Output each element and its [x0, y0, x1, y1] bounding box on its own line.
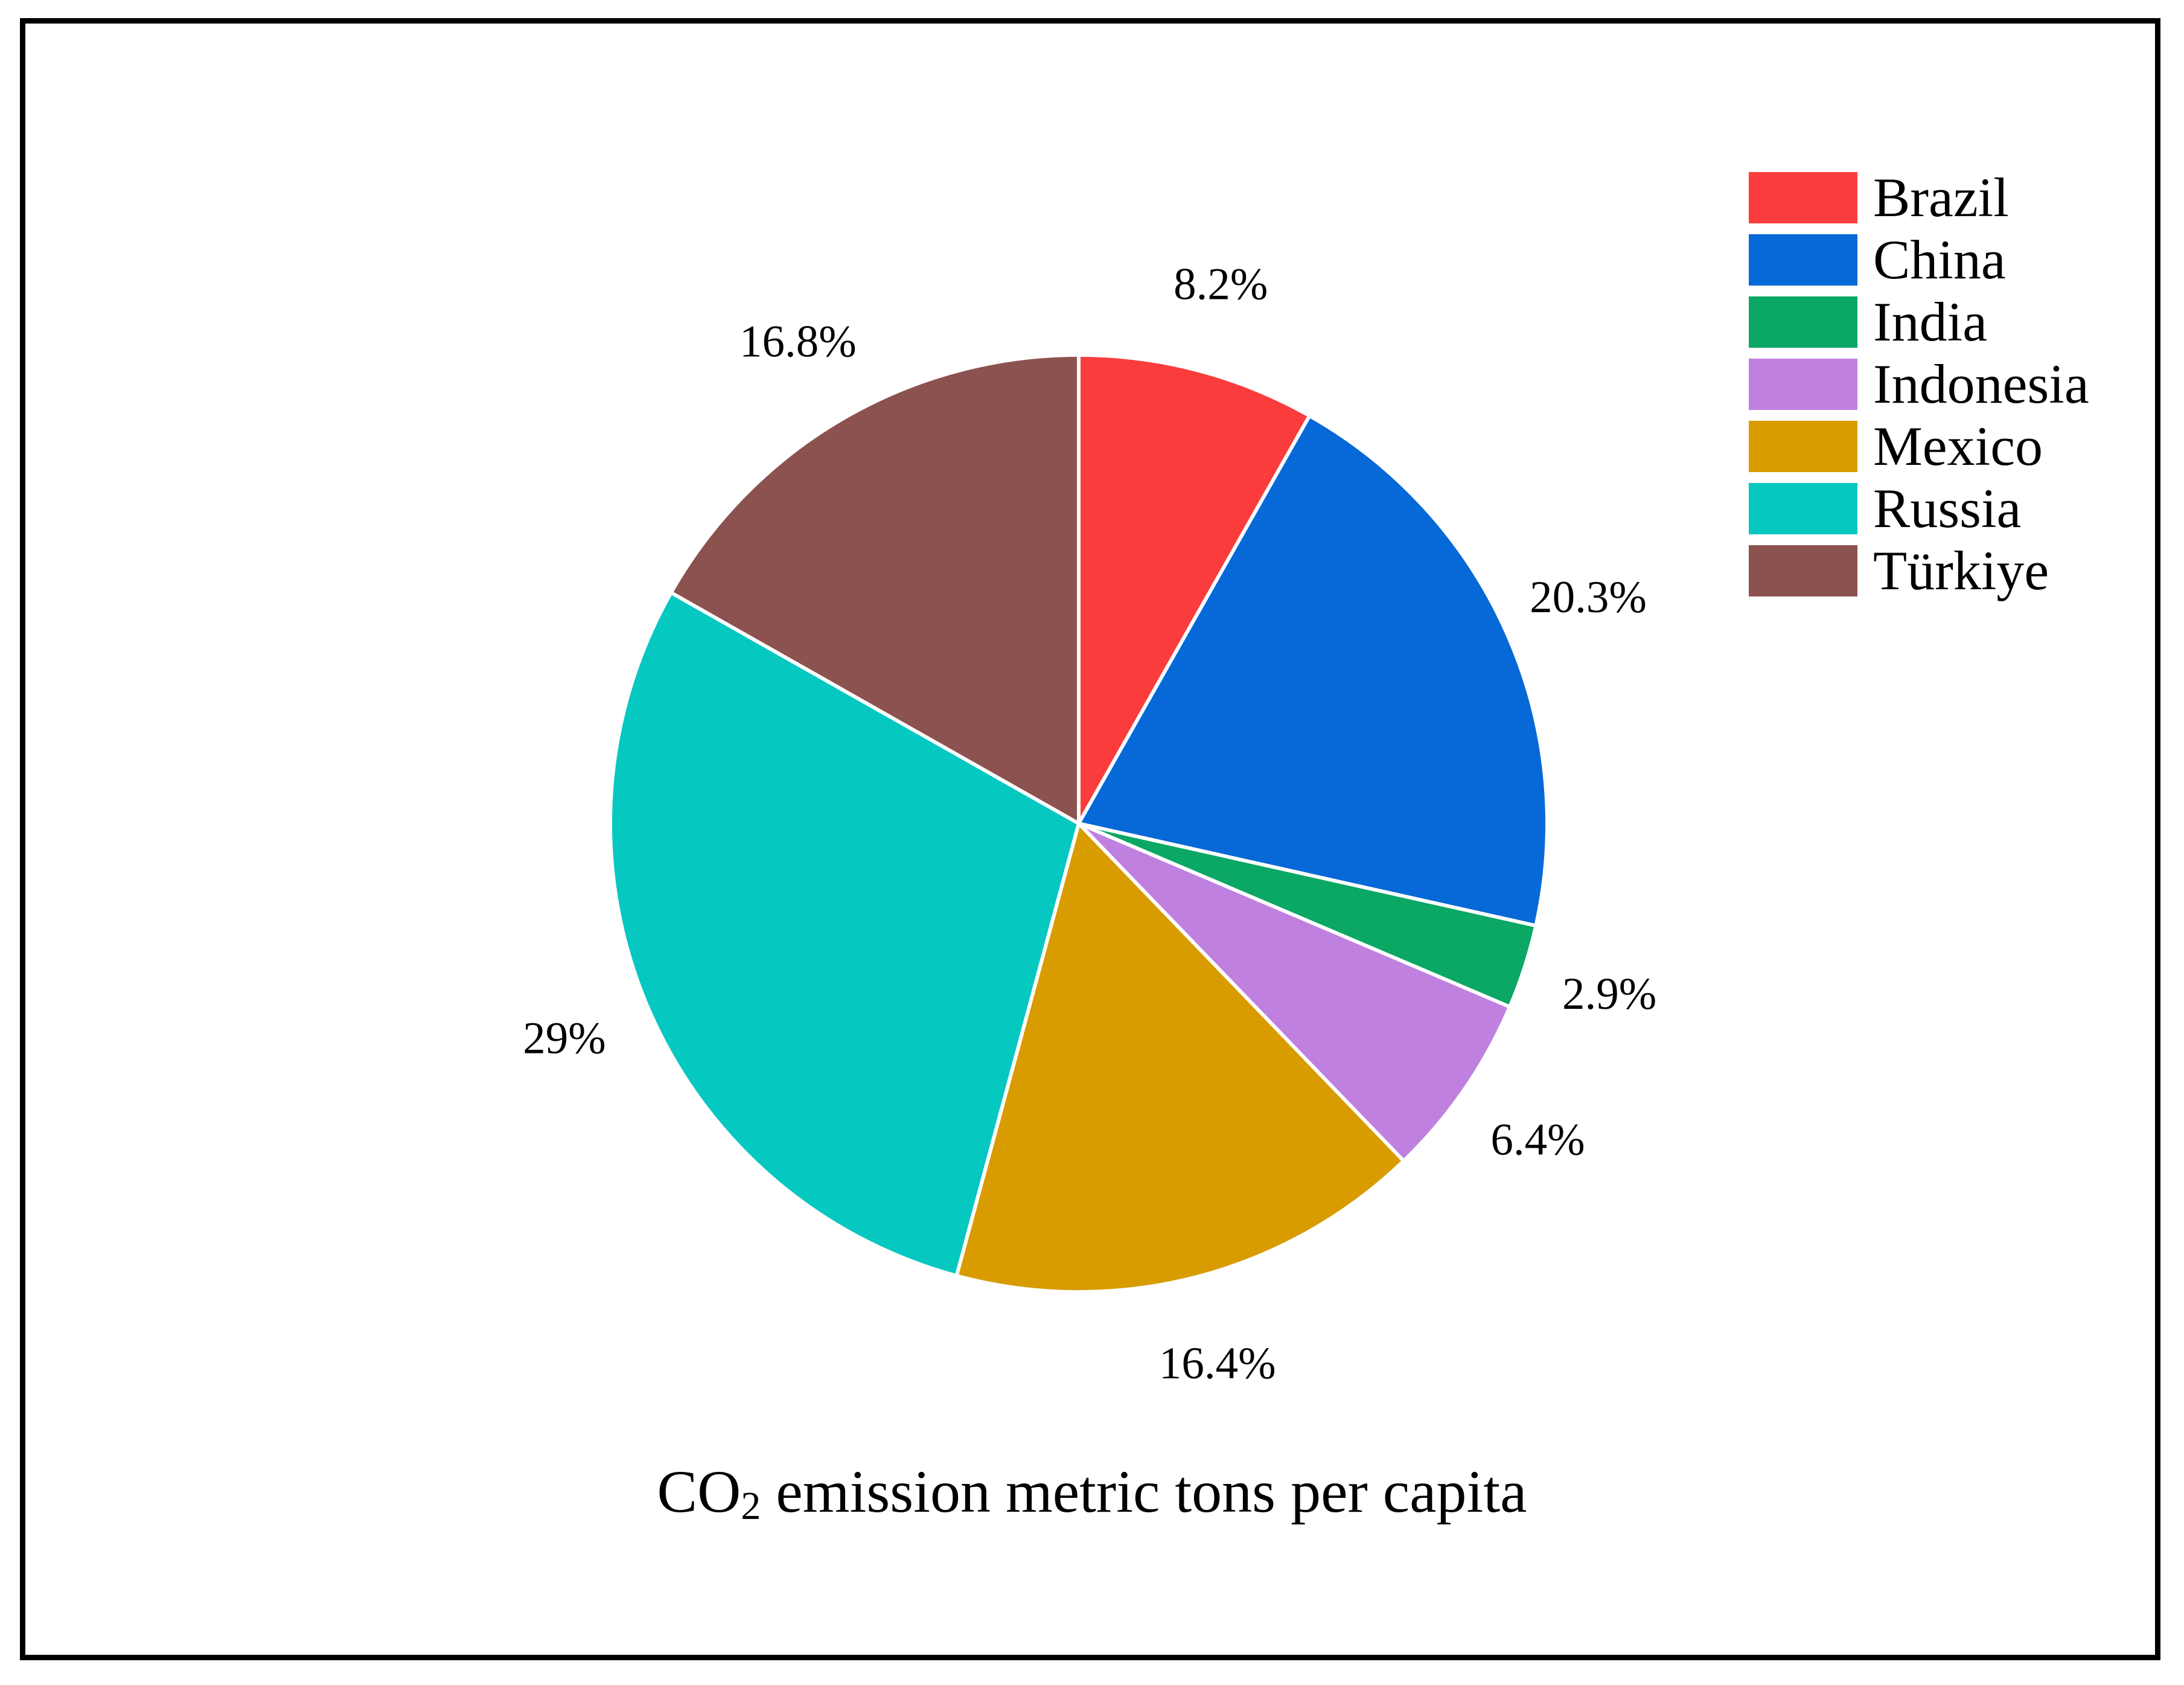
- legend-label-russia: Russia: [1873, 478, 2022, 539]
- pct-label-brazil: 8.2%: [1173, 260, 1268, 310]
- legend-label-brazil: Brazil: [1873, 167, 2009, 228]
- legend-item-russia: Russia: [1749, 478, 2089, 539]
- pie-slice-mexico: [954, 820, 1407, 1294]
- pct-label-india: 2.9%: [1562, 969, 1656, 1019]
- pct-label-china: 20.3%: [1530, 572, 1647, 622]
- legend-swatch-brazil: [1749, 172, 1857, 223]
- pie-slice-russia: [608, 590, 1081, 1278]
- legend-label-türkiye: Türkiye: [1873, 540, 2049, 601]
- legend-item-indonesia: Indonesia: [1749, 353, 2089, 415]
- legend-label-mexico: Mexico: [1873, 415, 2043, 477]
- pct-label-türkiye: 16.8%: [739, 317, 857, 367]
- legend: Brazil China India Indonesia Mexico Russia Tür…: [1749, 167, 2089, 607]
- title-suffix: emission metric tons per capita: [761, 1458, 1527, 1525]
- legend-label-indonesia: Indonesia: [1873, 353, 2089, 415]
- title-subscript: 2: [741, 1483, 761, 1528]
- legend-item-türkiye: Türkiye: [1749, 540, 2089, 601]
- pct-label-indonesia: 6.4%: [1490, 1114, 1585, 1165]
- legend-swatch-mexico: [1749, 421, 1857, 472]
- pie-slice-brazil: [1077, 353, 1312, 831]
- legend-swatch-russia: [1749, 483, 1857, 534]
- plot-frame: [20, 18, 2160, 1660]
- legend-swatch-india: [1749, 296, 1857, 348]
- chart-title: CO2 emission metric tons per capita: [0, 1457, 2184, 1526]
- title-prefix: CO: [657, 1458, 741, 1525]
- legend-item-china: China: [1749, 229, 2089, 290]
- legend-label-india: India: [1873, 291, 1988, 353]
- pct-label-mexico: 16.4%: [1159, 1338, 1276, 1389]
- legend-label-china: China: [1873, 229, 2006, 290]
- pie-slice-china: [1076, 413, 1549, 928]
- legend-item-mexico: Mexico: [1749, 415, 2089, 477]
- pie-slice-türkiye: [668, 353, 1081, 827]
- legend-swatch-türkiye: [1749, 545, 1857, 596]
- legend-swatch-china: [1749, 234, 1857, 286]
- pie-slice-indonesia: [1077, 822, 1513, 1164]
- legend-item-india: India: [1749, 291, 2089, 353]
- pct-label-russia: 29%: [523, 1014, 605, 1064]
- legend-item-brazil: Brazil: [1749, 167, 2089, 228]
- legend-swatch-indonesia: [1749, 359, 1857, 410]
